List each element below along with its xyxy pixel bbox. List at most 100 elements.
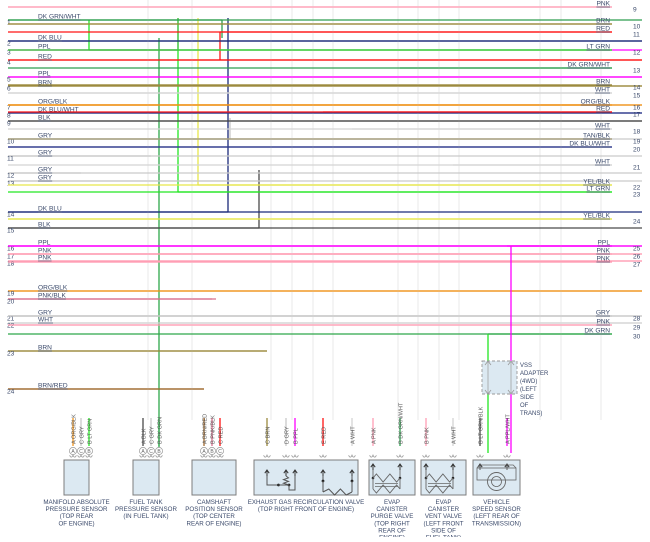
svg-text:PPL: PPL bbox=[38, 71, 51, 78]
svg-text:WHT: WHT bbox=[595, 87, 610, 94]
svg-text:26: 26 bbox=[633, 254, 641, 261]
svg-text:15: 15 bbox=[633, 93, 641, 100]
svg-text:4: 4 bbox=[7, 60, 11, 67]
svg-text:9: 9 bbox=[7, 121, 11, 128]
svg-text:(TOP REAR: (TOP REAR bbox=[60, 513, 94, 520]
svg-text:30: 30 bbox=[633, 334, 641, 341]
svg-text:22: 22 bbox=[7, 323, 15, 330]
svg-text:14: 14 bbox=[7, 212, 15, 219]
svg-text:GRY: GRY bbox=[38, 167, 53, 174]
svg-text:TAN/BLK: TAN/BLK bbox=[583, 133, 611, 140]
svg-text:A BRN/RED: A BRN/RED bbox=[203, 414, 209, 444]
svg-text:16: 16 bbox=[633, 105, 641, 112]
svg-text:(TOP RIGHT: (TOP RIGHT bbox=[374, 520, 410, 527]
svg-text:GRY: GRY bbox=[38, 175, 53, 182]
svg-text:VENT VALVE: VENT VALVE bbox=[425, 513, 462, 520]
svg-text:TRANSMISSION): TRANSMISSION) bbox=[472, 520, 521, 527]
svg-text:22: 22 bbox=[633, 185, 641, 192]
svg-text:2: 2 bbox=[7, 41, 11, 48]
svg-text:CAMSHAFT: CAMSHAFT bbox=[197, 499, 231, 506]
svg-text:BRN: BRN bbox=[38, 345, 52, 352]
svg-text:(4WD): (4WD) bbox=[520, 379, 537, 385]
svg-text:PNK/BLK: PNK/BLK bbox=[38, 293, 66, 300]
svg-text:13: 13 bbox=[633, 68, 641, 75]
svg-text:EVAP: EVAP bbox=[435, 499, 451, 506]
svg-text:MANIFOLD ABSOLUTE: MANIFOLD ABSOLUTE bbox=[43, 499, 109, 506]
svg-text:ORG/BLK: ORG/BLK bbox=[38, 285, 68, 292]
svg-text:SIDE OF: SIDE OF bbox=[431, 527, 456, 534]
svg-text:1: 1 bbox=[7, 20, 11, 27]
svg-text:RED: RED bbox=[596, 26, 610, 33]
svg-text:(LEFT FRONT: (LEFT FRONT bbox=[423, 520, 463, 527]
svg-text:24: 24 bbox=[633, 219, 641, 226]
svg-text:YEL/BLK: YEL/BLK bbox=[583, 179, 610, 186]
svg-text:VSS: VSS bbox=[520, 363, 532, 369]
svg-text:B PNK: B PNK bbox=[425, 427, 431, 444]
svg-text:VEHICLE: VEHICLE bbox=[483, 499, 509, 506]
svg-text:BLK: BLK bbox=[38, 115, 51, 122]
svg-text:DK GRN/WHT: DK GRN/WHT bbox=[568, 62, 611, 69]
svg-text:LT GRN: LT GRN bbox=[586, 44, 610, 51]
svg-text:14: 14 bbox=[633, 85, 641, 92]
svg-text:CANISTER: CANISTER bbox=[428, 506, 460, 513]
svg-text:PRESSURE SENSOR: PRESSURE SENSOR bbox=[115, 506, 177, 513]
svg-text:PNK: PNK bbox=[596, 1, 610, 8]
svg-text:BRN: BRN bbox=[596, 18, 610, 25]
svg-text:REAR OF ENGINE): REAR OF ENGINE) bbox=[186, 520, 241, 527]
svg-text:REAR OF: REAR OF bbox=[378, 527, 406, 534]
svg-text:6: 6 bbox=[7, 86, 11, 93]
svg-text:(LEFT REAR OF: (LEFT REAR OF bbox=[473, 513, 520, 520]
svg-text:(TOP CENTER: (TOP CENTER bbox=[193, 513, 235, 520]
svg-text:11: 11 bbox=[633, 32, 640, 39]
svg-text:(IN FUEL TANK): (IN FUEL TANK) bbox=[123, 513, 168, 520]
svg-text:ADAPTER: ADAPTER bbox=[520, 371, 549, 377]
svg-text:SPEED SENSOR: SPEED SENSOR bbox=[472, 506, 521, 513]
svg-text:A WHT: A WHT bbox=[452, 426, 458, 444]
svg-text:PRESSURE SENSOR: PRESSURE SENSOR bbox=[46, 506, 108, 513]
svg-text:ORG/BLK: ORG/BLK bbox=[581, 99, 611, 106]
svg-text:BRN: BRN bbox=[596, 79, 610, 86]
svg-text:8: 8 bbox=[7, 113, 11, 120]
svg-text:C BRN: C BRN bbox=[266, 427, 272, 444]
svg-text:B DK GRN: B DK GRN bbox=[158, 417, 164, 444]
svg-text:18: 18 bbox=[633, 129, 641, 136]
svg-text:EXHAUST GAS RECIRCULATION VALV: EXHAUST GAS RECIRCULATION VALVE bbox=[248, 499, 364, 506]
svg-text:C: C bbox=[149, 449, 153, 455]
svg-text:23: 23 bbox=[7, 351, 15, 358]
svg-text:C RED: C RED bbox=[219, 427, 225, 444]
svg-text:B LT GRN/BLK: B LT GRN/BLK bbox=[479, 406, 485, 444]
svg-text:(LEFT: (LEFT bbox=[520, 387, 537, 393]
svg-text:B LT GRN: B LT GRN bbox=[88, 419, 94, 444]
svg-text:OF ENGINE): OF ENGINE) bbox=[58, 520, 94, 527]
svg-text:12: 12 bbox=[7, 173, 15, 180]
svg-text:B PPL: B PPL bbox=[294, 428, 300, 444]
svg-text:DK BLU: DK BLU bbox=[38, 206, 62, 213]
svg-text:27: 27 bbox=[633, 262, 641, 269]
svg-text:DK GRN: DK GRN bbox=[584, 328, 610, 335]
svg-text:BLK: BLK bbox=[38, 222, 51, 229]
svg-text:FUEL TANK: FUEL TANK bbox=[129, 499, 163, 506]
svg-text:GRY: GRY bbox=[38, 150, 53, 157]
svg-text:23: 23 bbox=[633, 192, 641, 199]
svg-text:E RED: E RED bbox=[322, 427, 328, 444]
svg-text:A ORG/BLK: A ORG/BLK bbox=[72, 414, 78, 444]
svg-text:19: 19 bbox=[633, 139, 641, 146]
svg-text:19: 19 bbox=[7, 291, 15, 298]
svg-text:PNK: PNK bbox=[596, 319, 610, 326]
svg-text:PURGE VALVE: PURGE VALVE bbox=[371, 513, 414, 520]
svg-text:RED: RED bbox=[38, 54, 52, 61]
svg-text:10: 10 bbox=[633, 24, 641, 31]
svg-text:CANISTER: CANISTER bbox=[376, 506, 408, 513]
svg-text:29: 29 bbox=[633, 325, 641, 332]
svg-text:17: 17 bbox=[633, 112, 641, 119]
svg-text:TRANS): TRANS) bbox=[520, 411, 542, 417]
svg-text:BRN/RED: BRN/RED bbox=[38, 383, 68, 390]
svg-text:PNK: PNK bbox=[38, 255, 52, 262]
svg-text:20: 20 bbox=[7, 299, 15, 306]
svg-text:C GRY: C GRY bbox=[150, 426, 156, 444]
svg-text:12: 12 bbox=[633, 50, 641, 57]
svg-text:DK BLU/WHT: DK BLU/WHT bbox=[569, 141, 610, 148]
svg-text:11: 11 bbox=[7, 156, 14, 163]
svg-text:13: 13 bbox=[7, 181, 15, 188]
svg-text:WHT: WHT bbox=[595, 123, 610, 130]
